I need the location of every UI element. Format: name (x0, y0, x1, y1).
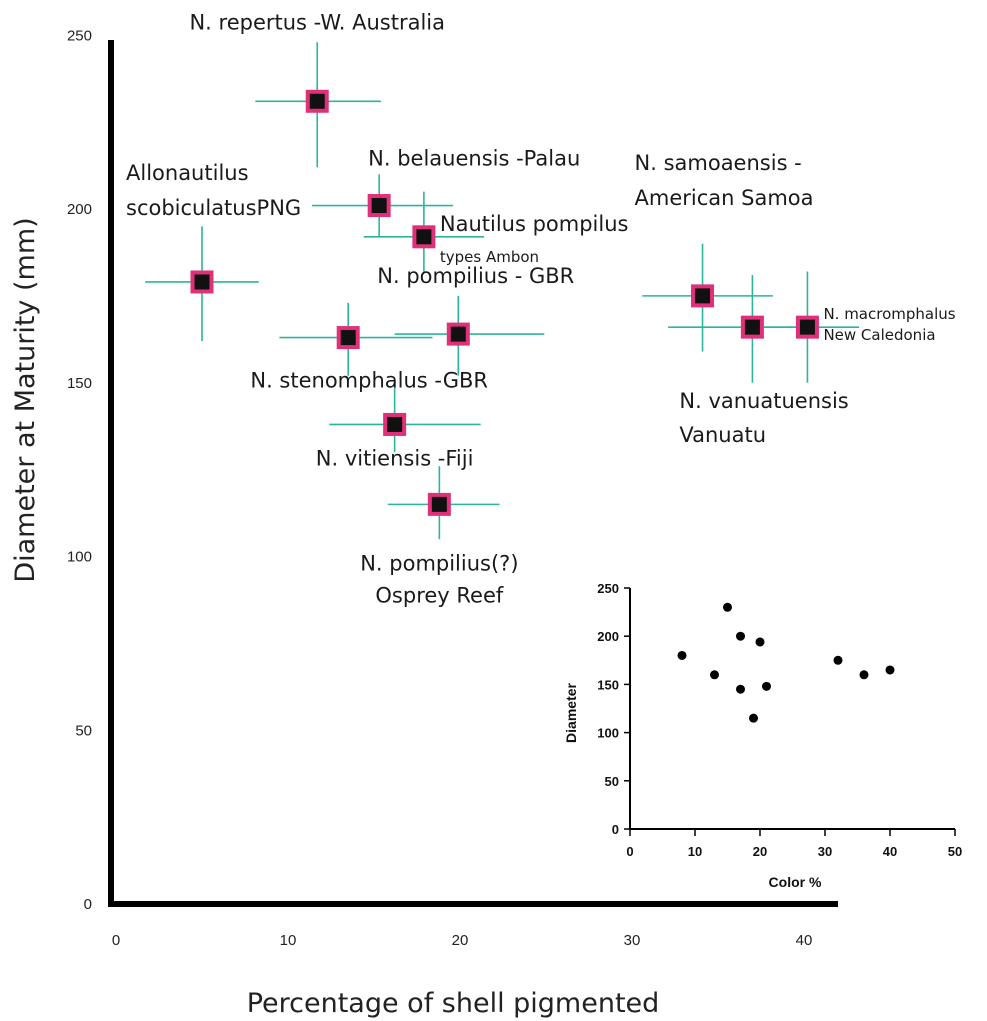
main-y-axis-title: Diameter at Maturity (mm) (10, 217, 41, 582)
point-label: N. belauensis -Palau (368, 147, 580, 171)
inset-data-point (755, 637, 765, 647)
point-label: American Samoa (635, 186, 814, 210)
inset-data-point (710, 670, 719, 680)
y-tick-label: 50 (75, 722, 92, 739)
inset-y-tick-label: 100 (597, 726, 619, 741)
data-point-marker (691, 284, 715, 308)
inset-data-point (762, 681, 771, 691)
main-y-tick-labels: 0 50 100 150 200 250 (67, 27, 92, 913)
inset-data-point (833, 655, 843, 665)
inset-data-point (736, 631, 745, 641)
data-point-marker (383, 412, 407, 436)
point-label: Vanuatu (679, 423, 766, 447)
inset-y-tick-label: 150 (597, 677, 619, 692)
inset-data-point (859, 670, 869, 680)
point-label: New Caledonia (823, 326, 935, 344)
inset-data-point (736, 684, 745, 694)
y-tick-label: 150 (67, 375, 92, 392)
inset-data-point (677, 650, 687, 660)
inset-y-tick-label: 0 (612, 822, 619, 837)
inset-y-tick-label: 50 (605, 774, 619, 789)
inset-data-point (749, 713, 758, 723)
point-label: N. macromphalus (823, 305, 955, 323)
inset-x-tick-label: 50 (948, 844, 962, 859)
inset-points (677, 602, 895, 723)
inset-chart: 0 50 100 150 200 250 0 10 20 30 40 50 Color % Diam… (563, 581, 962, 890)
data-point-marker (190, 270, 214, 294)
data-point-marker (427, 492, 451, 516)
inset-x-tick-label: 10 (688, 844, 702, 859)
main-x-axis-title: Percentage of shell pigmented (247, 988, 660, 1019)
x-tick-label: 40 (796, 932, 813, 949)
point-label: N. vanuatuensis (679, 389, 848, 413)
main-markers (190, 89, 819, 516)
point-label: N. repertus -W. Australia (189, 10, 445, 34)
inset-y-ticks: 0 50 100 150 200 250 (597, 581, 630, 837)
y-tick-label: 100 (67, 549, 92, 566)
point-label: N. pompilius(?) (360, 551, 518, 575)
x-tick-label: 30 (624, 932, 641, 949)
point-label: types Ambon (440, 248, 539, 266)
x-tick-label: 10 (280, 932, 297, 949)
x-tick-label: 0 (112, 932, 120, 949)
inset-y-tick-label: 250 (597, 581, 619, 596)
inset-data-point (723, 602, 732, 612)
main-x-tick-labels: 0 10 20 30 40 (112, 932, 813, 949)
inset-x-tick-label: 30 (818, 844, 832, 859)
main-error-bars (145, 42, 860, 540)
inset-x-ticks: 0 10 20 30 40 50 (626, 829, 962, 859)
y-tick-label: 200 (67, 201, 92, 218)
x-tick-label: 20 (452, 932, 469, 949)
point-label: N. stenomphalus -GBR (250, 369, 488, 393)
inset-x-tick-label: 20 (753, 844, 767, 859)
data-point-marker (305, 89, 329, 113)
point-label: Allonautilus (126, 161, 249, 185)
point-label: N. samoaensis - (635, 151, 802, 175)
inset-y-tick-label: 200 (597, 629, 619, 644)
inset-x-tick-label: 0 (626, 844, 633, 859)
data-point-marker (336, 326, 360, 350)
data-point-marker (740, 315, 764, 339)
point-label: Nautilus pompilus (440, 212, 629, 236)
data-point-marker (446, 322, 470, 346)
point-label: scobiculatusPNG (126, 196, 301, 220)
point-label: N. pompilius - GBR (377, 264, 574, 288)
main-point-labels: N. repertus -W. Australia N. belauensis -… (126, 10, 956, 607)
point-label: Osprey Reef (375, 583, 503, 607)
data-point-marker (412, 225, 436, 249)
inset-data-point (885, 665, 895, 675)
main-chart: N. repertus -W. Australia N. belauensis -… (10, 10, 956, 1019)
inset-y-axis-title: Diameter (563, 682, 579, 742)
inset-x-axis-title: Color % (769, 874, 822, 890)
inset-x-tick-label: 40 (883, 844, 897, 859)
y-tick-label: 0 (84, 896, 92, 913)
y-tick-label: 250 (67, 27, 92, 44)
point-label: N. vitiensis -Fiji (316, 446, 474, 470)
data-point-marker (795, 315, 819, 339)
data-point-marker (367, 194, 391, 218)
